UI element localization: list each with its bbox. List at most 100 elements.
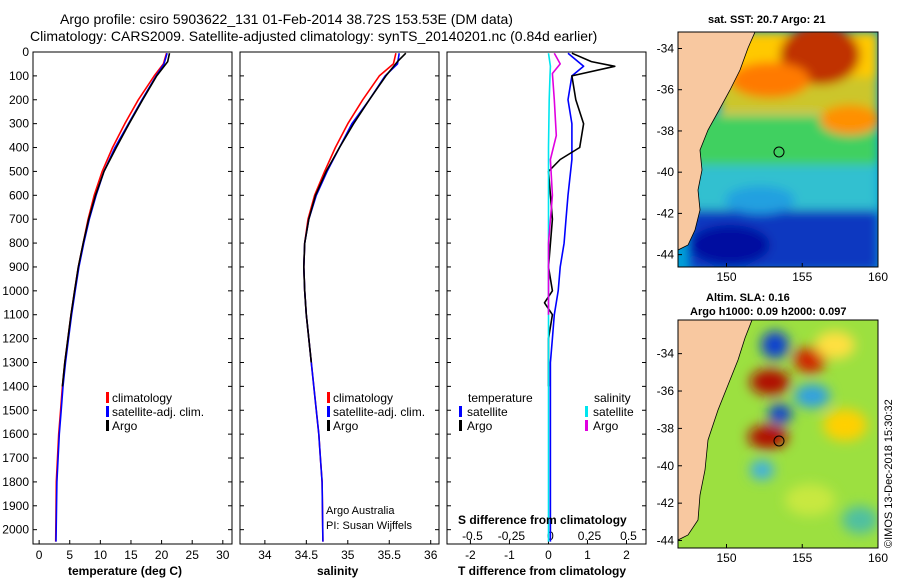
ytick-label-5: 500 xyxy=(9,164,29,178)
ytick-label-10: 1000 xyxy=(2,284,29,298)
series-2-s-satellite xyxy=(547,53,552,542)
slaticks-ytick-label-1: -36 xyxy=(657,384,675,398)
sst-deep-blue xyxy=(690,225,770,265)
sla-blue-eddy-2 xyxy=(794,384,830,408)
sla-field xyxy=(748,331,878,534)
ytick-label-11: 1100 xyxy=(3,308,29,322)
slaticks-ytick-label-5: -44 xyxy=(657,534,675,548)
ytick-label-2: 200 xyxy=(9,93,29,107)
xtick-label-2-1: -1 xyxy=(504,548,515,562)
t-difference-xlabel: T difference from climatology xyxy=(458,564,626,578)
sst-orange-patch xyxy=(730,62,810,98)
ytick-label-13: 1300 xyxy=(2,355,29,369)
legend-climatology: climatology xyxy=(112,391,172,405)
sla-map-title2: Argo h1000: 0.09 h2000: 0.097 xyxy=(690,306,847,318)
legend-argo-s: Argo xyxy=(333,419,359,433)
legend-s-satellite: satellite xyxy=(593,405,634,419)
legend-swatch-satellite xyxy=(106,406,109,417)
xtick-label-2-3: 1 xyxy=(584,548,591,562)
xtick-label-0-4: 20 xyxy=(155,548,169,562)
title-line2: Climatology: CARS2009. Satellite-adjuste… xyxy=(30,28,597,44)
sst-float-marker xyxy=(773,146,785,158)
legend-s-argo: Argo xyxy=(593,419,619,433)
legend-swatch-argo-s xyxy=(327,420,330,431)
sstticks-ytick-label-5: -44 xyxy=(657,248,675,262)
xtick-label-1-2: 35 xyxy=(341,548,355,562)
legend-argo: Argo xyxy=(112,419,138,433)
sla-light-blue xyxy=(750,460,774,480)
legend-t-satellite: satellite xyxy=(467,405,508,419)
series-2-s-argo xyxy=(547,52,562,315)
sst-orange-patch-2 xyxy=(820,105,878,135)
legend-swatch-climatology-s xyxy=(327,392,330,403)
slaticks-ytick-label-2: -38 xyxy=(657,421,675,435)
legend-temperature-header: temperature xyxy=(468,391,533,405)
stick-label-1: -0.25 xyxy=(498,529,526,543)
sla-red-eddy-3 xyxy=(748,425,788,449)
s-difference-xlabel: S difference from climatology xyxy=(458,513,627,527)
sstticks-xtick-label-1: 155 xyxy=(792,270,812,284)
ytick-label-20: 2000 xyxy=(2,523,29,537)
xtick-label-2-0: -2 xyxy=(465,548,476,562)
xtick-label-2-2: 0 xyxy=(545,548,552,562)
sstticks-xtick-label-2: 160 xyxy=(868,270,888,284)
legend-temperature-panel: climatology satellite-adj. clim. Argo xyxy=(106,391,204,433)
xtick-label-1-1: 34.5 xyxy=(295,548,319,562)
xtick-label-0-2: 10 xyxy=(94,548,108,562)
sst-map xyxy=(678,32,878,267)
sla-land-australia xyxy=(678,320,753,541)
legend-swatch-t-argo xyxy=(459,420,462,431)
sla-float-marker xyxy=(773,435,785,447)
difference-panel xyxy=(446,51,647,545)
credit-line2: PI: Susan Wijffels xyxy=(326,520,412,532)
legend-swatch-climatology xyxy=(106,392,109,403)
series-0-satellite-adj-clim- xyxy=(55,52,168,542)
temperature-panel xyxy=(32,51,233,545)
sstticks-ytick-label-3: -40 xyxy=(657,165,675,179)
sla-light-green xyxy=(785,484,835,516)
sstticks-ytick-label-1: -36 xyxy=(657,83,675,97)
series-2-t-satellite xyxy=(549,52,585,542)
xtick-label-1-0: 34 xyxy=(258,548,272,562)
xtick-label-0-3: 15 xyxy=(124,548,138,562)
ytick-label-18: 1800 xyxy=(2,475,29,489)
legend-swatch-t-satellite xyxy=(459,406,462,417)
sst-map-title: sat. SST: 20.7 Argo: 21 xyxy=(708,14,826,26)
legend-swatch-satellite-s xyxy=(327,406,330,417)
sla-map-title1: Altim. SLA: 0.16 xyxy=(706,292,790,304)
legend-swatch-s-argo xyxy=(585,420,588,431)
series-1-argo xyxy=(302,52,407,363)
salinity-xlabel: salinity xyxy=(317,564,359,578)
legend-climatology-s: climatology xyxy=(333,391,393,405)
sla-map-frame xyxy=(677,319,879,549)
salinity-panel xyxy=(239,51,440,545)
slaticks-ytick-label-4: -42 xyxy=(657,496,675,510)
xtick-label-0-5: 25 xyxy=(186,548,200,562)
stick-label-4: 0.5 xyxy=(620,529,637,543)
ytick-label-12: 1200 xyxy=(2,332,29,346)
xtick-label-1-3: 35.5 xyxy=(378,548,402,562)
sst-map-frame xyxy=(677,31,879,268)
ytick-label-6: 600 xyxy=(9,188,29,202)
credit-line1: Argo Australia xyxy=(326,505,395,517)
legend-satellite-s: satellite-adj. clim. xyxy=(333,405,425,419)
slaticks-xtick-label-2: 160 xyxy=(868,551,888,565)
sstticks-ytick-label-4: -42 xyxy=(657,206,675,220)
sst-land-australia xyxy=(678,32,756,251)
ytick-label-15: 1500 xyxy=(2,403,29,417)
slaticks-ytick-label-0: -34 xyxy=(657,347,675,361)
ytick-label-8: 800 xyxy=(9,236,29,250)
xtick-label-0-6: 30 xyxy=(216,548,230,562)
legend-swatch-s-satellite xyxy=(585,406,588,417)
ytick-label-19: 1900 xyxy=(2,499,29,513)
temperature-xlabel: temperature (deg C) xyxy=(68,564,182,578)
slaticks-ytick-label-3: -40 xyxy=(657,459,675,473)
timestamp: ©IMOS 13-Dec-2018 15:30:32 xyxy=(883,399,895,548)
legend-satellite: satellite-adj. clim. xyxy=(112,405,204,419)
slaticks-xtick-label-1: 155 xyxy=(792,551,812,565)
ytick-label-9: 900 xyxy=(9,260,29,274)
ytick-label-3: 300 xyxy=(9,117,29,131)
sla-red-eddy-2 xyxy=(750,369,790,395)
legend-salinity-panel: climatology satellite-adj. clim. Argo xyxy=(327,391,425,433)
sstticks-ytick-label-0: -34 xyxy=(657,41,675,55)
